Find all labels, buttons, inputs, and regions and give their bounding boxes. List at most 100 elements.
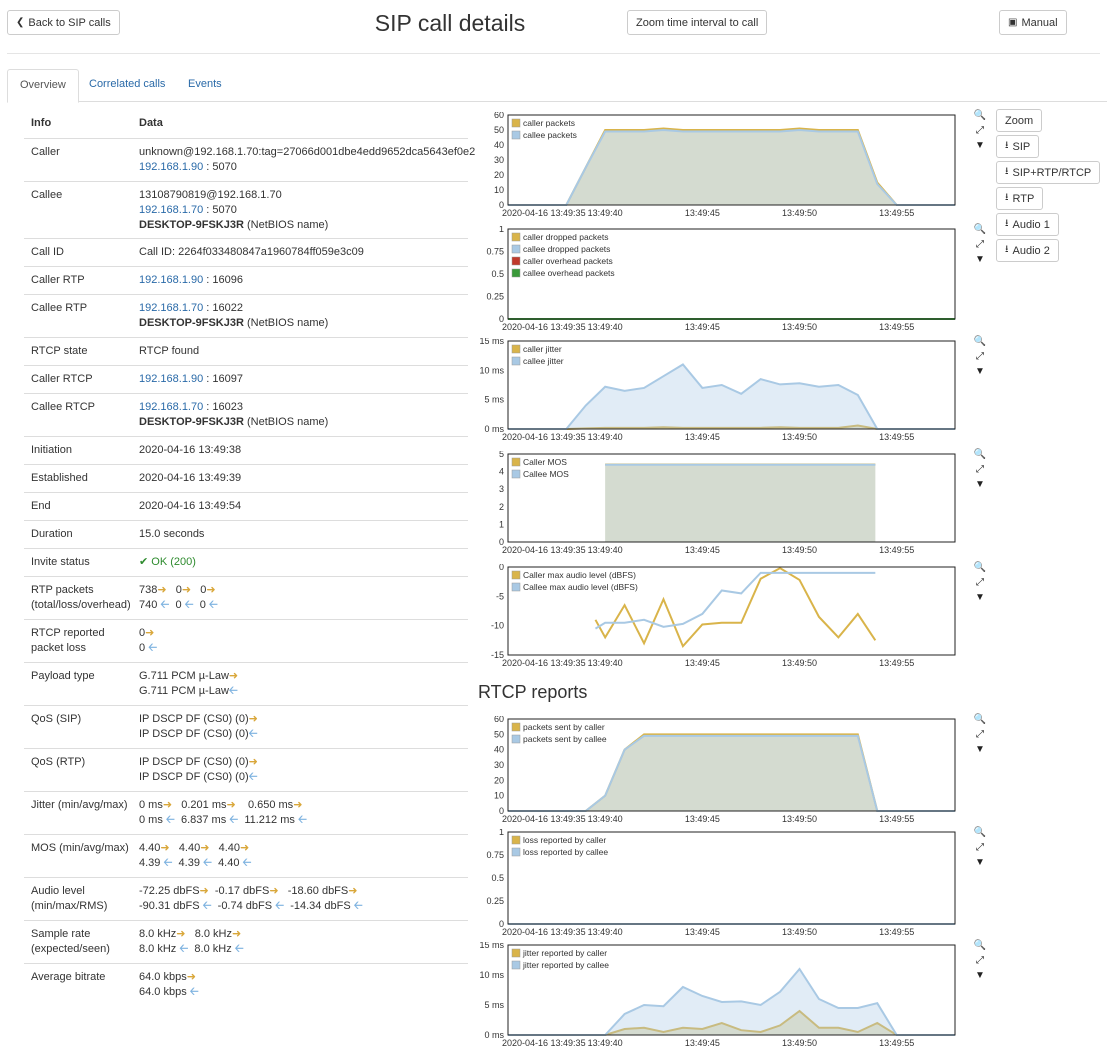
caret-down-icon[interactable]: ▼ [975,140,985,151]
initiation-row: Initiation 2020-04-16 13:49:38 [24,436,468,464]
magnifier-icon[interactable]: 🔍 [973,224,987,235]
netbios-suffix: (NetBIOS name) [243,219,329,231]
tab-correlated-calls[interactable]: Correlated calls [89,78,166,90]
chart-8[interactable]: 0 ms 5 ms 10 ms 15 ms 2020-04-16 13:49:35 13:… [478,942,958,1048]
arrow-left-icon: 🡠 [163,857,173,869]
magnifier-icon[interactable]: 🔍 [973,110,987,121]
arrow-left-icon: 🡠 [165,814,175,826]
download-audio2-button[interactable]: ⭳ Audio 2 [996,239,1059,262]
chart-6[interactable]: 0 10 20 30 40 50 60 2020-04-16 13:49:35 13:49:40… [478,716,958,824]
magnifier-icon[interactable]: 🔍 [973,449,987,460]
caller-rtcp-ip-link[interactable]: 192.168.1.90 [139,373,204,385]
tab-overview[interactable]: Overview [7,69,79,103]
arrow-right-icon: ➜ [206,584,216,596]
caret-down-icon[interactable]: ▼ [975,366,985,377]
legend-label: Caller max audio level (dBFS) [523,570,636,580]
caret-down-icon[interactable]: ▼ [975,970,985,981]
magnifier-icon[interactable]: 🔍 [973,940,987,951]
manual-button[interactable]: ▣ Manual [999,10,1067,35]
y-tick-label: 0 ms [484,424,504,434]
caret-down-icon[interactable]: ▼ [975,592,985,603]
legend-swatch [511,570,521,580]
download-sip-button[interactable]: ⭳ SIP [996,135,1040,158]
magnifier-icon[interactable]: 🔍 [973,562,987,573]
compress-icon[interactable]: ⤢ [976,577,984,588]
legend-swatch [511,734,521,744]
legend-swatch [511,232,521,242]
row-value: 0➜ 0 🡠 [139,626,469,656]
row-value: ✔ OK (200) [139,555,469,570]
caller-ip-link[interactable]: 192.168.1.90 [139,161,204,173]
tab-events[interactable]: Events [188,78,222,90]
callee-rtcp-ip-link[interactable]: 192.168.1.70 [139,401,204,413]
row-value: 2020-04-16 13:49:38 [139,444,242,456]
legend-label: loss reported by caller [523,835,606,845]
compress-icon[interactable]: ⤢ [976,464,984,475]
chart-svg: 0 0.25 0.5 0.75 1 2020-04-16 13:49:35 13:49:40… [486,226,956,332]
value: IP DSCP DF (CS0) (0) [139,756,249,768]
row-label-line: (total/loss/overhead) [31,599,131,611]
y-tick-label: 0.5 [491,873,504,883]
compress-icon[interactable]: ⤢ [976,729,984,740]
chart-5[interactable]: -15 -10 -5 0 2020-04-16 13:49:35 13:49:40 13:4… [478,564,958,668]
compress-icon[interactable]: ⤢ [976,955,984,966]
callee-rtp-ip-link[interactable]: 192.168.1.70 [139,302,204,314]
plot-frame [507,718,956,812]
caller-rtp-row: Caller RTP 192.168.1.90 : 16096 [24,266,468,294]
callee-port: : 5070 [203,204,237,216]
row-value: 64.0 kbps➜ 64.0 kbps 🡠 [139,970,469,1000]
row-value: 8.0 kHz➜ 8.0 kHz➜ 8.0 kHz 🡠 8.0 kHz 🡠 [139,927,469,957]
chart-1[interactable]: 0 10 20 30 40 50 60 2020-04-16 13:49:35 13:49:40… [478,112,958,218]
zoom-button[interactable]: Zoom [996,109,1043,132]
compress-icon[interactable]: ⤢ [976,125,984,136]
arrow-left-icon: 🡠 [297,814,307,826]
legend-swatch [511,344,521,354]
arrow-left-icon: 🡠 [229,814,239,826]
caret-down-icon[interactable]: ▼ [975,479,985,490]
back-button[interactable]: ❮ Back to SIP calls [7,10,120,35]
x-tick-label: 13:49:55 [879,1038,914,1048]
chart-7[interactable]: 0 0.25 0.5 0.75 1 2020-04-16 13:49:35 13:49:40… [478,829,958,937]
x-tick-label: 13:49:50 [782,322,817,332]
caret-down-icon[interactable]: ▼ [975,857,985,868]
chart-3[interactable]: 0 ms 5 ms 10 ms 15 ms 2020-04-16 13:49:35 13:… [478,338,958,442]
row-label: Established [31,472,88,484]
value: 6.837 ms [180,814,227,826]
x-tick-label: 13:49:55 [879,927,914,937]
row-value: 738➜ 0➜ 0➜ 740 🡠 0 🡠 0 🡠 [139,583,469,613]
compress-icon[interactable]: ⤢ [976,842,984,853]
x-tick-label: 13:49:55 [879,814,914,824]
zoom-time-interval-button[interactable]: Zoom time interval to call [627,10,768,35]
download-sip-rtp-rtcp-button[interactable]: ⭳ SIP+RTP/RTCP [996,161,1101,184]
y-tick-label: 20 [494,170,504,180]
magnifier-icon[interactable]: 🔍 [973,827,987,838]
chart-svg: 0 1 2 3 4 5 2020-04-16 13:49:35 13:49:40 13:49:4… [499,451,956,555]
chart-svg: 0 10 20 30 40 50 60 2020-04-16 13:49:35 13:49:40… [494,716,956,824]
caret-down-icon[interactable]: ▼ [975,744,985,755]
magnifier-icon[interactable]: 🔍 [973,714,987,725]
download-rtp-button[interactable]: ⭳ RTP [996,187,1044,210]
compress-icon[interactable]: ⤢ [976,351,984,362]
arrow-left-icon: 🡠 [248,771,258,783]
compress-icon[interactable]: ⤢ [976,239,984,250]
row-label-line: packet loss [31,642,87,654]
caller-rtp-ip-link[interactable]: 192.168.1.90 [139,274,204,286]
caret-down-icon[interactable]: ▼ [975,254,985,265]
arrow-right-icon: ➜ [199,885,209,897]
chart-tools: 🔍 ⤢ ▼ [973,336,987,381]
callee-ip-link[interactable]: 192.168.1.70 [139,204,204,216]
download-audio1-button[interactable]: ⭳ Audio 1 [996,213,1059,236]
legend-label: Caller MOS [523,457,567,467]
book-icon: ▣ [1008,17,1018,28]
magnifier-icon[interactable]: 🔍 [973,336,987,347]
y-tick-label: 0.25 [486,292,504,302]
series-area-1 [508,734,955,811]
invite-status-row: Invite status ✔ OK (200) [24,548,468,576]
callee-rtcp-netbios: DESKTOP-9FSKJ3R [139,416,244,428]
chart-4[interactable]: 0 1 2 3 4 5 2020-04-16 13:49:35 13:49:40 13:49:4… [478,451,958,555]
series-line-2 [508,128,955,206]
chart-2[interactable]: 0 0.25 0.5 0.75 1 2020-04-16 13:49:35 13:49:40… [478,226,958,332]
y-tick-label: 10 [494,185,504,195]
row-label: Call ID [31,246,65,258]
y-tick-label: 0 ms [484,1030,504,1040]
